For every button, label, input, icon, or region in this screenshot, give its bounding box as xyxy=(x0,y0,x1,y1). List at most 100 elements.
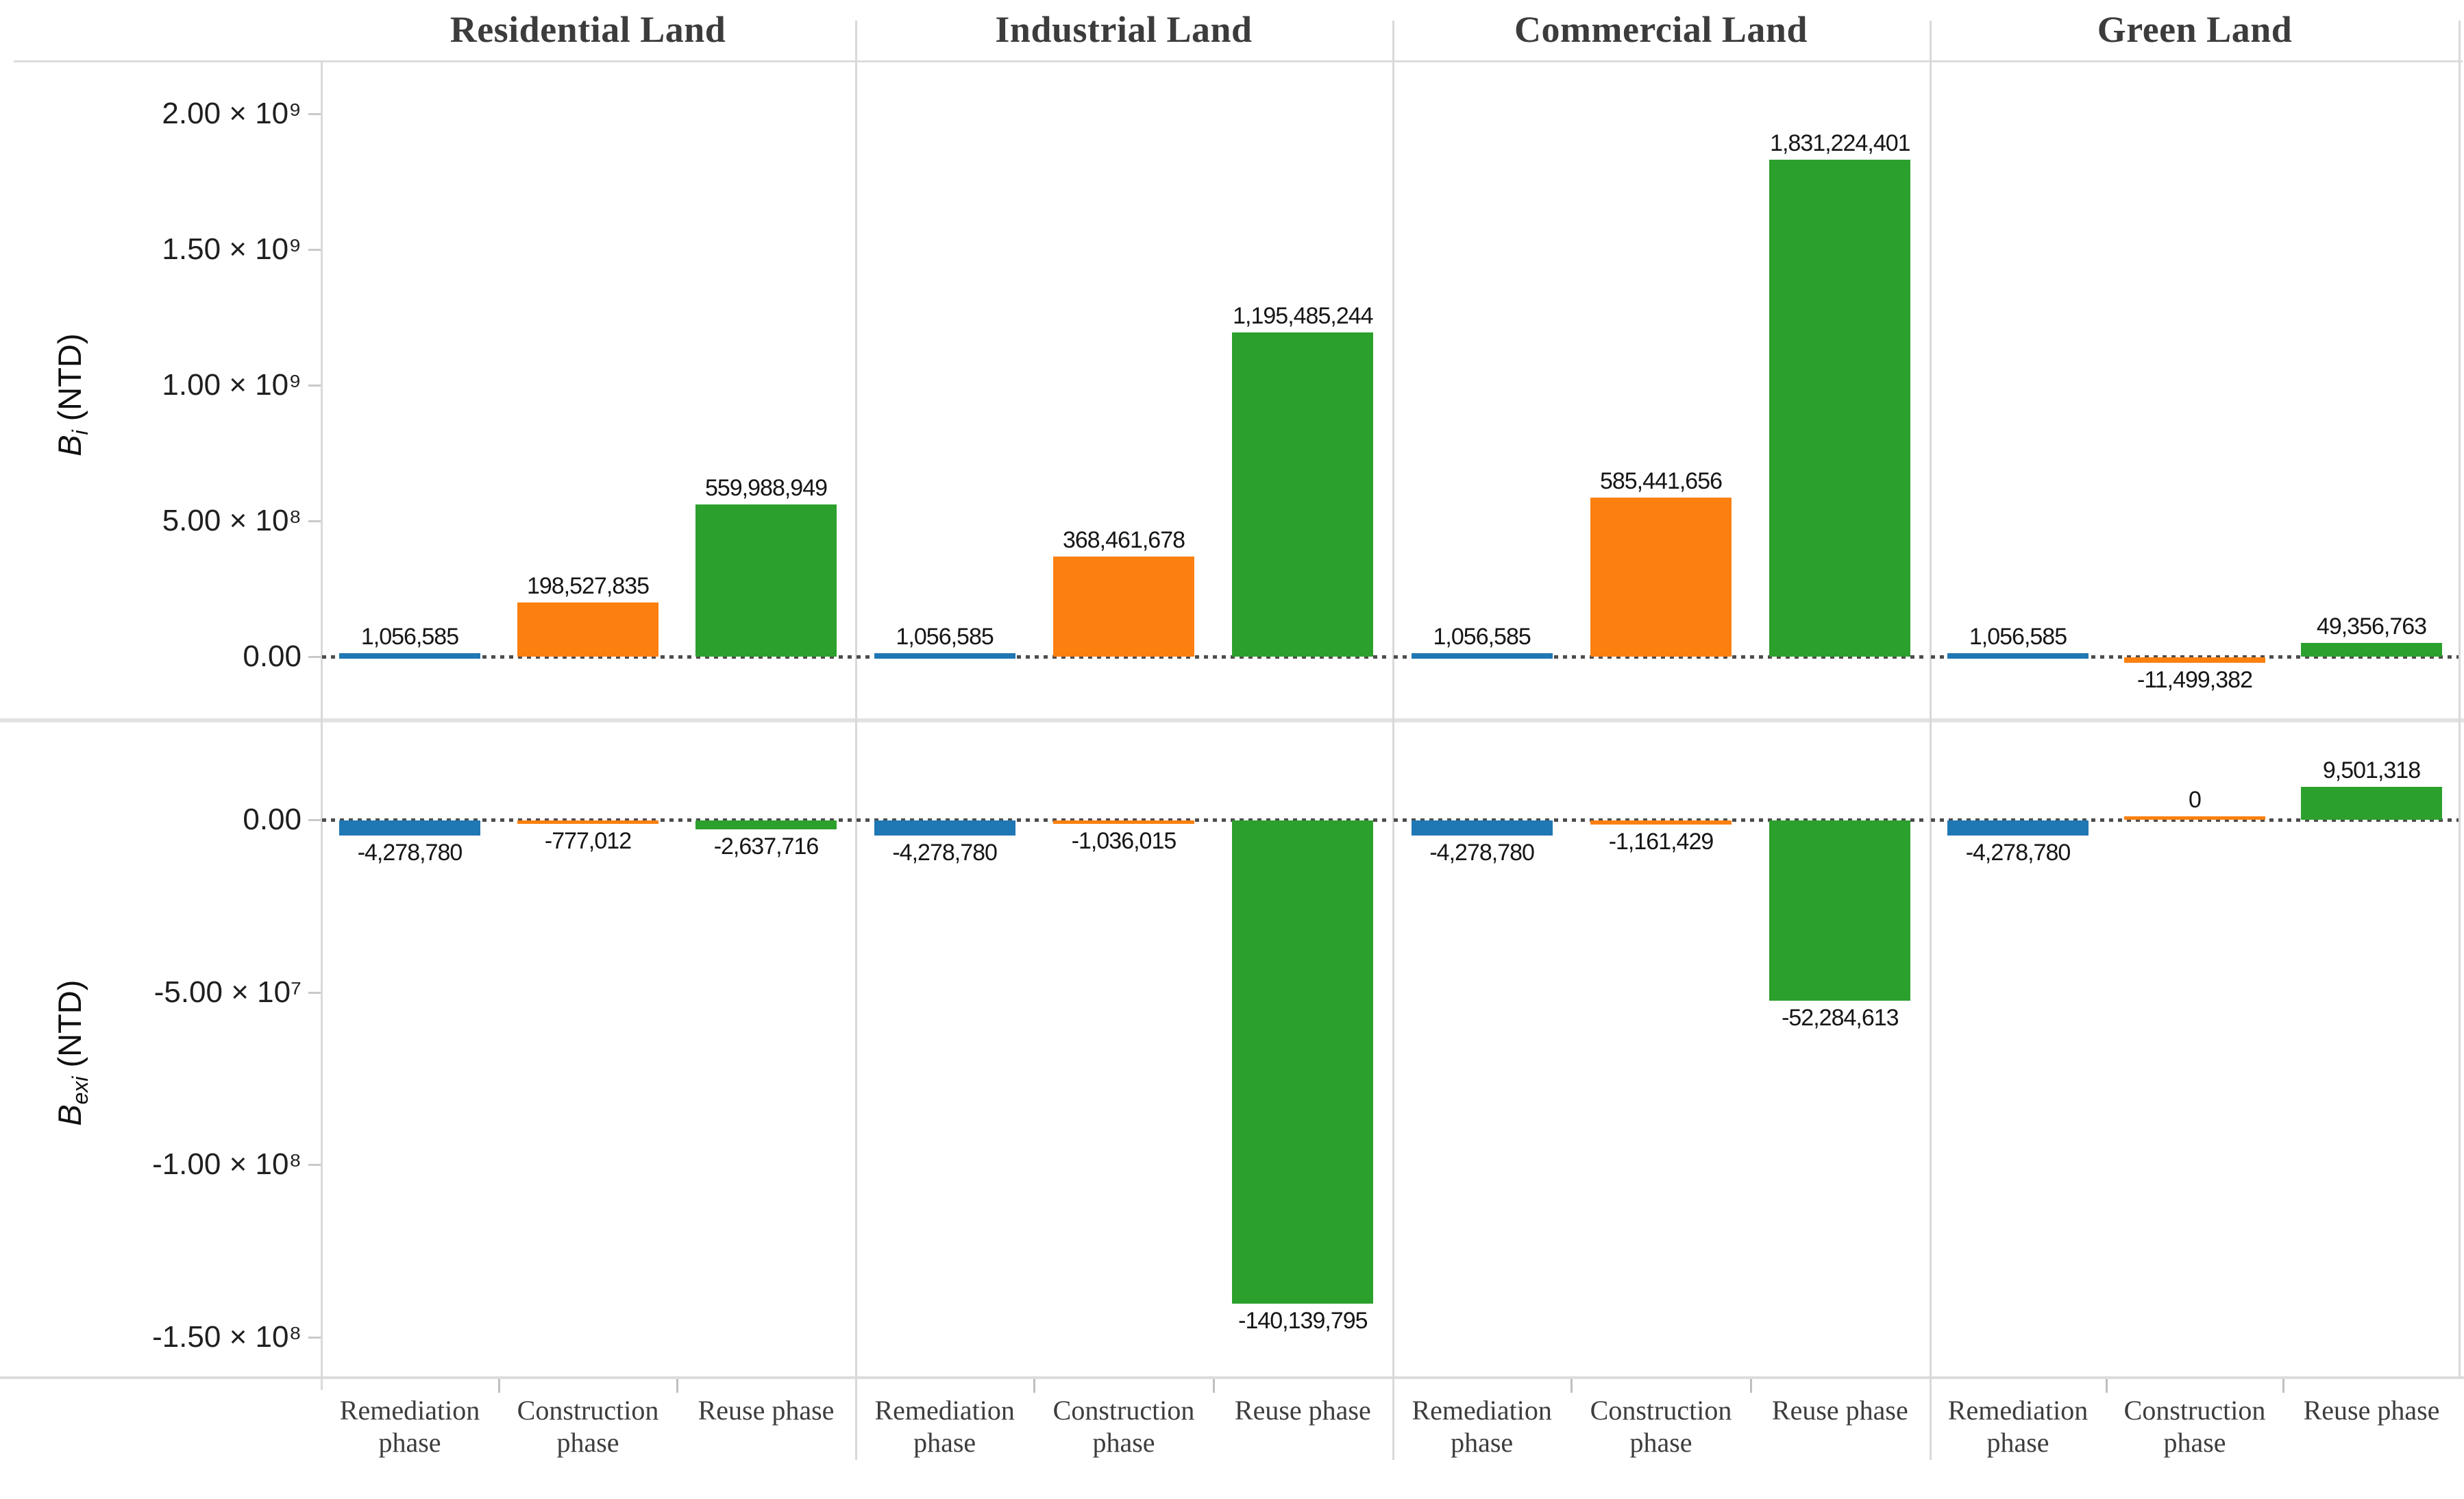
bar-value-label: 585,441,656 xyxy=(1599,468,1723,494)
x-tick-mark xyxy=(2282,1379,2284,1393)
y-tick-label-bi: 2.00 × 10⁹ xyxy=(162,97,301,130)
x-label-reuse-green: Reuse phase xyxy=(2303,1395,2440,1426)
bar-value-label: 1,056,585 xyxy=(1969,624,2067,650)
y-tick-mark xyxy=(308,249,321,251)
x-tick-mark xyxy=(498,1379,500,1393)
x-tick-mark xyxy=(1749,1379,1752,1393)
bar-remediation-commercial-bi xyxy=(1411,653,1553,659)
y-tick-mark xyxy=(308,113,321,115)
bar-reuse-commercial-bexi xyxy=(1769,820,1911,1001)
bar-value-label: -1,036,015 xyxy=(1071,828,1177,854)
zero-baseline-bi-industrial xyxy=(857,655,1391,659)
y-tick-label-bexi: -5.00 × 10⁷ xyxy=(153,975,301,1009)
bar-construction-green-bexi xyxy=(2124,816,2265,820)
bar-remediation-residential-bexi xyxy=(339,820,480,836)
bar-reuse-industrial-bexi xyxy=(1232,820,1374,1304)
zero-baseline-bi-commercial xyxy=(1394,655,1928,659)
bar-reuse-industrial-bi xyxy=(1232,332,1374,657)
bar-value-label: -4,278,780 xyxy=(892,840,998,866)
y-tick-label-bexi: -1.50 × 10⁸ xyxy=(152,1319,301,1354)
bar-value-label: 368,461,678 xyxy=(1062,527,1185,553)
panel-title-industrial: Industrial Land xyxy=(995,9,1253,50)
y-tick-mark xyxy=(308,520,321,522)
bar-construction-industrial-bexi xyxy=(1053,820,1194,824)
x-tick-mark xyxy=(1033,1379,1036,1393)
bar-construction-residential-bexi xyxy=(517,820,658,824)
x-label-construction-industrial: Construction phase xyxy=(1052,1395,1195,1459)
bar-value-label: 559,988,949 xyxy=(704,475,828,501)
x-tick-mark xyxy=(2106,1379,2108,1393)
x-label-construction-residential: Construction phase xyxy=(517,1395,659,1459)
y-tick-label-bi: 5.00 × 10⁸ xyxy=(162,504,301,537)
panel-title-residential: Residential Land xyxy=(449,9,726,50)
bar-value-label: 1,831,224,401 xyxy=(1770,130,1910,156)
y-axis-line xyxy=(321,60,323,1390)
x-tick-mark xyxy=(1212,1379,1215,1393)
y-tick-label-bexi: 0.00 xyxy=(243,803,301,836)
bar-remediation-commercial-bexi xyxy=(1411,820,1553,836)
bar-value-label: 198,527,835 xyxy=(526,573,650,599)
right-border-line xyxy=(2459,21,2461,1378)
bar-reuse-green-bexi xyxy=(2301,787,2442,820)
zero-baseline-bi-green xyxy=(1931,655,2459,659)
x-label-reuse-industrial: Reuse phase xyxy=(1234,1395,1371,1426)
panel-divider-1 xyxy=(855,21,857,1460)
y-tick-mark xyxy=(308,385,321,387)
bar-remediation-green-bexi xyxy=(1947,820,2089,836)
bar-value-label: -4,278,780 xyxy=(1429,840,1535,866)
bar-value-label: 1,056,585 xyxy=(1433,624,1531,650)
bar-reuse-residential-bi xyxy=(695,504,837,657)
x-tick-mark xyxy=(1570,1379,1573,1393)
y-tick-mark xyxy=(308,1164,321,1166)
bar-value-label: -1,161,429 xyxy=(1608,829,1714,855)
y-tick-label-bexi: -1.00 × 10⁸ xyxy=(152,1147,301,1181)
x-tick-mark xyxy=(676,1379,678,1393)
bar-reuse-green-bi xyxy=(2301,643,2442,657)
panel-title-commercial: Commercial Land xyxy=(1514,9,1808,50)
row-divider-line xyxy=(0,718,2464,722)
bar-construction-commercial-bexi xyxy=(1590,820,1732,825)
bar-reuse-commercial-bi xyxy=(1769,160,1911,657)
bar-value-label: 0 xyxy=(2189,787,2202,813)
zero-baseline-bexi-green xyxy=(1931,818,2459,822)
bar-reuse-residential-bexi xyxy=(695,820,837,829)
x-label-remediation-green: Remediation phase xyxy=(1947,1395,2089,1459)
x-label-construction-green: Construction phase xyxy=(2123,1395,2266,1459)
bottom-border-line xyxy=(0,1376,2464,1379)
bar-remediation-residential-bi xyxy=(339,653,480,659)
bar-value-label: 9,501,318 xyxy=(2322,757,2421,783)
y-tick-label-bi: 1.00 × 10⁹ xyxy=(162,368,301,402)
y-tick-mark xyxy=(308,819,321,821)
panel-divider-3 xyxy=(1930,21,1932,1460)
y-tick-mark xyxy=(308,991,321,994)
bar-construction-green-bi xyxy=(2124,657,2265,663)
bar-value-label: 49,356,763 xyxy=(2316,613,2427,639)
x-label-reuse-commercial: Reuse phase xyxy=(1771,1395,1908,1426)
zero-baseline-bi-residential xyxy=(322,655,854,659)
bar-value-label: -4,278,780 xyxy=(1965,840,2071,866)
zero-baseline-bexi-commercial xyxy=(1394,818,1928,822)
y-tick-mark xyxy=(308,1336,321,1339)
bar-construction-commercial-bi xyxy=(1590,498,1732,657)
x-label-construction-commercial: Construction phase xyxy=(1590,1395,1732,1459)
x-label-reuse-residential: Reuse phase xyxy=(698,1395,835,1426)
zero-baseline-bexi-residential xyxy=(322,818,854,822)
bar-value-label: 1,056,585 xyxy=(360,624,459,650)
y-tick-label-bi: 1.50 × 10⁹ xyxy=(162,232,301,266)
bar-value-label: -4,278,780 xyxy=(357,840,463,866)
bar-value-label: -11,499,382 xyxy=(2137,667,2253,693)
bar-value-label: 1,056,585 xyxy=(896,624,994,650)
bar-remediation-industrial-bi xyxy=(874,653,1015,659)
bar-construction-residential-bi xyxy=(517,602,658,657)
panel-divider-2 xyxy=(1392,21,1394,1460)
bar-remediation-industrial-bexi xyxy=(874,820,1015,836)
zero-baseline-bexi-industrial xyxy=(857,818,1391,822)
y-tick-mark xyxy=(308,656,321,658)
top-border-line xyxy=(14,60,2463,62)
x-label-remediation-industrial: Remediation phase xyxy=(874,1395,1015,1459)
y-tick-label-bi: 0.00 xyxy=(243,639,301,673)
bar-value-label: -2,637,716 xyxy=(713,833,820,860)
bar-value-label: -52,284,613 xyxy=(1782,1005,1899,1031)
bar-value-label: -777,012 xyxy=(544,828,632,854)
